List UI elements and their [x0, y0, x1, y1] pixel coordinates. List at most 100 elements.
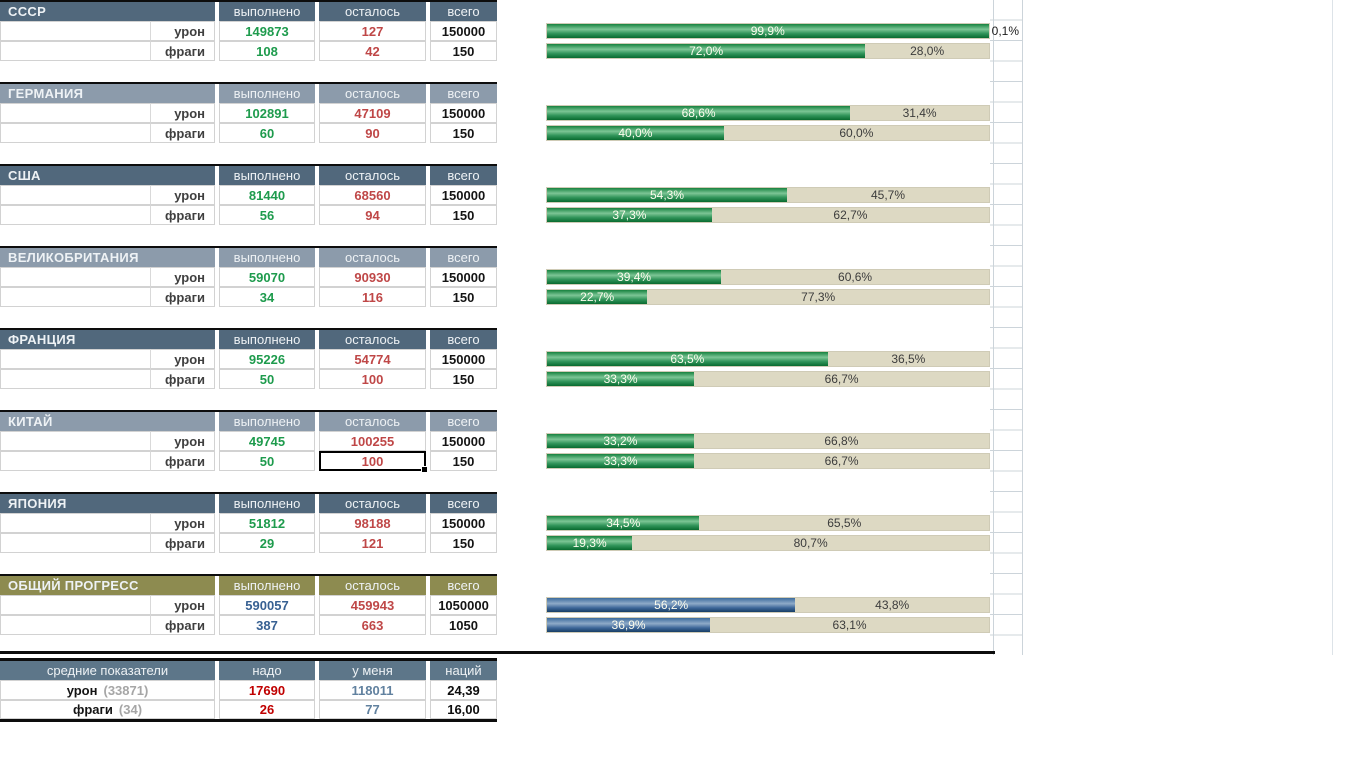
- nations-value-cell[interactable]: 24,39: [430, 680, 497, 700]
- empty-cell[interactable]: [0, 287, 151, 307]
- section-title-cell[interactable]: ЯПОНИЯ: [0, 494, 215, 513]
- total-value-cell[interactable]: 150: [430, 451, 497, 471]
- column-header-left[interactable]: осталось: [319, 84, 426, 103]
- empty-cell[interactable]: [0, 41, 151, 61]
- progress-bar-cell[interactable]: 68,6% 31,4%: [546, 105, 990, 121]
- progress-bar-cell[interactable]: 34,5% 65,5%: [546, 515, 990, 531]
- total-value-cell[interactable]: 1050: [430, 615, 497, 635]
- progress-bar-cell[interactable]: 72,0% 28,0%: [546, 43, 990, 59]
- done-value-cell[interactable]: 108: [219, 41, 315, 61]
- done-value-cell[interactable]: 49745: [219, 431, 315, 451]
- left-value-cell[interactable]: 459943: [319, 595, 426, 615]
- total-value-cell[interactable]: 150000: [430, 431, 497, 451]
- row-label-cell[interactable]: урон: [150, 185, 215, 205]
- section-title-cell[interactable]: ФРАНЦИЯ: [0, 330, 215, 349]
- column-header-mine[interactable]: у меня: [319, 661, 426, 680]
- row-label-cell[interactable]: фраги: [150, 287, 215, 307]
- left-value-cell[interactable]: 47109: [319, 103, 426, 123]
- total-value-cell[interactable]: 150000: [430, 185, 497, 205]
- total-value-cell[interactable]: 1050000: [430, 595, 497, 615]
- total-value-cell[interactable]: 150: [430, 369, 497, 389]
- left-value-cell[interactable]: 663: [319, 615, 426, 635]
- empty-cell[interactable]: [0, 513, 151, 533]
- mine-value-cell[interactable]: 77: [319, 700, 426, 719]
- column-header-left[interactable]: осталось: [319, 330, 426, 349]
- column-header-nations[interactable]: наций: [430, 661, 497, 680]
- empty-cell[interactable]: [0, 267, 151, 287]
- column-header-left[interactable]: осталось: [319, 494, 426, 513]
- column-header-total[interactable]: всего: [430, 2, 497, 21]
- progress-bar-cell[interactable]: 19,3% 80,7%: [546, 535, 990, 551]
- mine-value-cell[interactable]: 118011: [319, 680, 426, 700]
- column-header-left[interactable]: осталось: [319, 412, 426, 431]
- averages-row-label-cell[interactable]: урон (33871): [0, 680, 215, 700]
- empty-cell[interactable]: [0, 615, 151, 635]
- column-header-done[interactable]: выполнено: [219, 166, 315, 185]
- progress-bar-cell[interactable]: 33,2% 66,8%: [546, 433, 990, 449]
- section-title-cell[interactable]: СССР: [0, 2, 215, 21]
- left-value-cell[interactable]: 121: [319, 533, 426, 553]
- column-header-left[interactable]: осталось: [319, 166, 426, 185]
- left-value-cell[interactable]: 100: [319, 369, 426, 389]
- left-value-cell[interactable]: 54774: [319, 349, 426, 369]
- done-value-cell[interactable]: 59070: [219, 267, 315, 287]
- progress-bar-cell[interactable]: 63,5% 36,5%: [546, 351, 990, 367]
- progress-bar-cell[interactable]: 33,3% 66,7%: [546, 371, 990, 387]
- section-title-cell[interactable]: США: [0, 166, 215, 185]
- progress-bar-cell[interactable]: 22,7% 77,3%: [546, 289, 990, 305]
- left-value-cell[interactable]: 100255: [319, 431, 426, 451]
- column-header-total[interactable]: всего: [430, 494, 497, 513]
- column-header-left[interactable]: осталось: [319, 248, 426, 267]
- left-value-cell[interactable]: 94: [319, 205, 426, 225]
- progress-bar-cell[interactable]: 99,9% 0,1%: [546, 23, 1019, 39]
- progress-bar-cell[interactable]: 33,3% 66,7%: [546, 453, 990, 469]
- row-label-cell[interactable]: урон: [150, 513, 215, 533]
- done-value-cell[interactable]: 81440: [219, 185, 315, 205]
- section-title-cell[interactable]: ВЕЛИКОБРИТАНИЯ: [0, 248, 215, 267]
- section-title-cell[interactable]: ОБЩИЙ ПРОГРЕСС: [0, 576, 215, 595]
- row-label-cell[interactable]: урон: [150, 21, 215, 41]
- left-value-cell[interactable]: 42: [319, 41, 426, 61]
- left-value-cell[interactable]: 127: [319, 21, 426, 41]
- empty-cell[interactable]: [0, 185, 151, 205]
- column-header-need[interactable]: надо: [219, 661, 315, 680]
- section-title-cell[interactable]: ГЕРМАНИЯ: [0, 84, 215, 103]
- empty-cell[interactable]: [0, 21, 151, 41]
- done-value-cell[interactable]: 29: [219, 533, 315, 553]
- row-label-cell[interactable]: урон: [150, 595, 215, 615]
- total-value-cell[interactable]: 150: [430, 123, 497, 143]
- row-label-cell[interactable]: фраги: [150, 615, 215, 635]
- column-header-done[interactable]: выполнено: [219, 84, 315, 103]
- left-value-cell[interactable]: 90: [319, 123, 426, 143]
- done-value-cell[interactable]: 149873: [219, 21, 315, 41]
- left-value-cell[interactable]: 98188: [319, 513, 426, 533]
- row-label-cell[interactable]: фраги: [150, 533, 215, 553]
- column-header-total[interactable]: всего: [430, 576, 497, 595]
- row-label-cell[interactable]: фраги: [150, 123, 215, 143]
- averages-title-cell[interactable]: средние показатели: [0, 661, 215, 680]
- done-value-cell[interactable]: 95226: [219, 349, 315, 369]
- empty-cell[interactable]: [0, 349, 151, 369]
- empty-cell[interactable]: [0, 123, 151, 143]
- done-value-cell[interactable]: 50: [219, 451, 315, 471]
- column-header-left[interactable]: осталось: [319, 2, 426, 21]
- column-header-done[interactable]: выполнено: [219, 412, 315, 431]
- column-header-done[interactable]: выполнено: [219, 576, 315, 595]
- empty-cell[interactable]: [0, 431, 151, 451]
- empty-cell[interactable]: [0, 451, 151, 471]
- progress-bar-cell[interactable]: 40,0% 60,0%: [546, 125, 990, 141]
- progress-bar-cell[interactable]: 37,3% 62,7%: [546, 207, 990, 223]
- column-header-left[interactable]: осталось: [319, 576, 426, 595]
- progress-bar-cell[interactable]: 54,3% 45,7%: [546, 187, 990, 203]
- column-header-done[interactable]: выполнено: [219, 330, 315, 349]
- row-label-cell[interactable]: фраги: [150, 369, 215, 389]
- done-value-cell[interactable]: 590057: [219, 595, 315, 615]
- averages-row-label-cell[interactable]: фраги (34): [0, 700, 215, 719]
- total-value-cell[interactable]: 150: [430, 205, 497, 225]
- left-value-cell[interactable]: 116: [319, 287, 426, 307]
- need-value-cell[interactable]: 26: [219, 700, 315, 719]
- total-value-cell[interactable]: 150000: [430, 513, 497, 533]
- done-value-cell[interactable]: 387: [219, 615, 315, 635]
- progress-bar-cell[interactable]: 56,2% 43,8%: [546, 597, 990, 613]
- total-value-cell[interactable]: 150: [430, 287, 497, 307]
